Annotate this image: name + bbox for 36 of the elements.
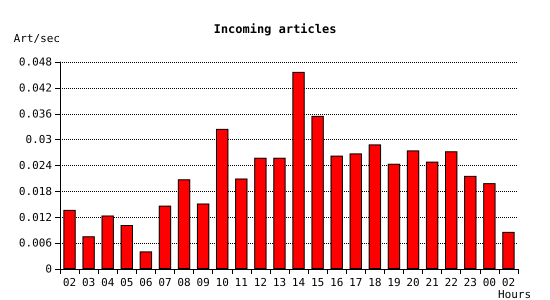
y-tick-label: 0.042 [18, 81, 52, 94]
y-tick-label: 0.018 [18, 184, 52, 198]
x-tick-label: 03 [82, 276, 96, 289]
x-tick-label: 18 [368, 276, 382, 289]
y-tick-label: 0.012 [18, 210, 52, 224]
y-tick-label: 0.048 [18, 56, 52, 68]
x-tick-label: 02 [502, 276, 516, 289]
x-tick-label: 06 [139, 276, 152, 289]
x-tick-label: 02 [62, 276, 76, 289]
y-tick-label: 0.03 [26, 133, 52, 146]
y-tick-label: 0.024 [18, 159, 52, 172]
x-tick-label: 05 [120, 276, 134, 289]
x-tick-label: 07 [158, 276, 172, 289]
x-tick-label: 00 [482, 276, 496, 289]
x-tick-label: 11 [234, 276, 248, 289]
x-tick-label: 22 [444, 276, 458, 289]
y-axis-title: Art/sec [14, 32, 60, 45]
y-tick-label: 0.036 [18, 107, 52, 120]
x-tick-label: 23 [464, 276, 477, 289]
x-tick-label: 20 [406, 276, 420, 289]
x-tick-label: 09 [196, 276, 210, 289]
x-tick-label: 12 [254, 276, 267, 289]
x-tick-label: 10 [216, 276, 229, 289]
x-tick-label: 04 [101, 276, 115, 289]
x-axis-title: Hours [498, 288, 532, 300]
chart-title: Incoming articles [214, 22, 336, 36]
x-tick-label: 13 [272, 276, 286, 289]
x-tick-label: 17 [349, 276, 362, 289]
x-tick-label: 16 [330, 276, 344, 289]
x-tick-label: 08 [177, 276, 191, 289]
x-tick-label: 15 [311, 276, 324, 289]
y-tick-label: 0.006 [18, 236, 52, 250]
x-tick-label: 21 [426, 276, 439, 289]
y-tick-label: 0 [45, 262, 52, 276]
x-tick-label: 14 [292, 276, 306, 289]
x-tick-label: 19 [387, 276, 401, 289]
